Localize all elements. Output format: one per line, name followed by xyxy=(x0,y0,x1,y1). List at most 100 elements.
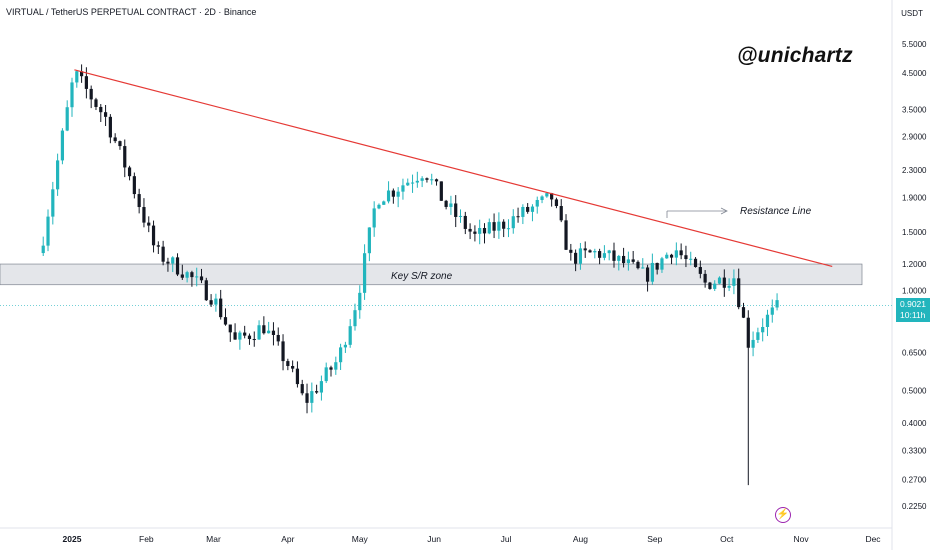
candle-body xyxy=(521,206,525,217)
candle-body xyxy=(430,179,434,181)
candle-body xyxy=(454,203,458,217)
candle-body xyxy=(362,253,367,293)
candle-body xyxy=(367,227,371,254)
author-watermark: @unichartz xyxy=(737,44,853,67)
candle-body xyxy=(626,259,630,264)
price-tick-label: 0.3300 xyxy=(902,447,927,456)
candle-body xyxy=(79,71,84,77)
candle-body xyxy=(396,191,400,197)
candle-body xyxy=(127,167,132,177)
candle-body xyxy=(84,76,88,89)
candle-body xyxy=(291,366,295,369)
candle-body xyxy=(310,391,314,403)
candle-body xyxy=(406,182,410,186)
candle-body xyxy=(214,298,218,305)
lightning-bolt-icon[interactable]: ⚡ xyxy=(775,507,791,523)
candle-body xyxy=(487,222,491,234)
price-axis-unit: USDT xyxy=(901,9,923,18)
candle-body xyxy=(377,204,381,209)
resistance-line-label: Resistance Line xyxy=(740,206,812,217)
candle-body xyxy=(166,261,170,264)
candle-body xyxy=(103,112,108,117)
candle-body xyxy=(554,199,559,207)
resistance-trendline xyxy=(74,69,833,268)
candle-body xyxy=(713,283,717,289)
candle-body xyxy=(703,273,707,283)
candle-body xyxy=(41,245,45,254)
candle-body xyxy=(243,332,247,336)
candle-body xyxy=(674,250,678,258)
candle-body xyxy=(151,225,156,246)
candle-body xyxy=(540,196,544,200)
candle-body xyxy=(60,130,65,161)
candle-body xyxy=(51,189,55,217)
candle-body xyxy=(147,222,151,226)
candle-body xyxy=(233,332,237,340)
candle-body xyxy=(372,208,376,228)
candle-body xyxy=(401,185,405,192)
price-tick-label: 1.5000 xyxy=(902,228,927,237)
time-tick-label: Jun xyxy=(427,534,441,544)
candle-body xyxy=(698,267,702,274)
time-tick-label: 2025 xyxy=(63,534,82,544)
price-tick-label: 0.5000 xyxy=(902,387,927,396)
candle-body xyxy=(353,310,357,327)
candle-body xyxy=(617,255,621,261)
candle-body xyxy=(247,335,252,340)
candle-body xyxy=(75,71,79,83)
candle-body xyxy=(329,367,333,370)
price-tick-label: 1.9000 xyxy=(902,194,927,203)
candle-body xyxy=(142,207,146,223)
candle-body xyxy=(621,255,626,264)
candle-body xyxy=(281,341,285,362)
candle-body xyxy=(502,221,506,229)
candle-body xyxy=(219,298,223,318)
candle-body xyxy=(286,361,290,367)
candle-body xyxy=(108,116,112,138)
candle-body xyxy=(756,332,760,340)
price-tick-label: 2.3000 xyxy=(902,166,927,175)
candle-body xyxy=(569,249,573,253)
candle-body xyxy=(99,106,103,113)
price-tick-label: 0.2250 xyxy=(902,502,927,511)
candle-body xyxy=(492,222,496,231)
candle-body xyxy=(434,179,439,182)
candle-body xyxy=(708,282,712,289)
candle-body xyxy=(319,381,324,393)
candle-body xyxy=(737,278,741,308)
candle-body xyxy=(410,182,415,184)
candle-body xyxy=(751,339,755,348)
candle-body xyxy=(588,250,592,253)
candle-body xyxy=(223,317,228,325)
candle-body xyxy=(334,362,338,370)
candle-body xyxy=(185,272,189,278)
candle-body xyxy=(535,199,539,207)
candle-body xyxy=(550,193,554,200)
candle-body xyxy=(276,334,280,342)
candle-body xyxy=(641,267,645,269)
candle-body xyxy=(262,325,266,334)
candle-body xyxy=(684,255,688,260)
time-tick-label: May xyxy=(352,534,369,544)
candle-body xyxy=(444,200,448,207)
time-tick-label: Oct xyxy=(720,534,734,544)
candle-body xyxy=(478,227,482,234)
price-tick-label: 2.9000 xyxy=(902,133,927,142)
candle-body xyxy=(252,339,256,341)
candles-group xyxy=(41,64,779,486)
candle-body xyxy=(175,257,180,275)
sr-zone-label: Key S/R zone xyxy=(391,271,453,282)
candle-body xyxy=(458,215,463,217)
candle-body xyxy=(482,227,487,234)
time-tick-label: Dec xyxy=(865,534,881,544)
candle-body xyxy=(583,248,587,251)
candle-body xyxy=(722,277,726,288)
candle-body xyxy=(348,326,352,345)
candle-body xyxy=(449,203,453,207)
candle-body xyxy=(578,248,583,264)
candle-body xyxy=(439,181,443,201)
candle-body xyxy=(511,216,515,229)
candle-body xyxy=(89,88,93,100)
